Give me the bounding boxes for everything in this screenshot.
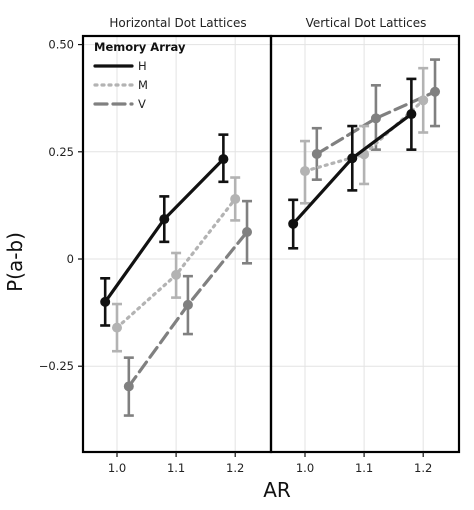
data-point-h <box>347 153 358 164</box>
series-line-v <box>315 90 437 156</box>
panel-frame <box>269 34 461 454</box>
data-point-h <box>406 109 417 120</box>
legend: Memory Array HMV <box>93 40 186 111</box>
panel-title-horizontal: Horizontal Dot Lattices <box>109 16 246 30</box>
panel-title-vertical: Vertical Dot Lattices <box>306 16 427 30</box>
data-point-m <box>112 322 122 333</box>
panel-frames <box>81 34 461 454</box>
legend-label-v: V <box>138 97 146 111</box>
legend-entries: HMV <box>93 59 148 111</box>
data-point-m <box>300 166 310 177</box>
data-point-v <box>430 86 441 97</box>
data-point-h <box>218 154 229 165</box>
data-point-m <box>418 95 429 106</box>
x-tick-label: 1.0 <box>108 461 126 475</box>
data-point-v <box>123 381 134 392</box>
y-tick-label: 0.25 <box>48 145 74 159</box>
data-point-v <box>242 226 253 237</box>
x-tick-label: 1.0 <box>296 461 314 475</box>
gridlines <box>83 36 459 452</box>
x-axis-title: AR <box>263 478 291 502</box>
x-tick-label: 1.2 <box>414 461 432 475</box>
data-point-v <box>370 113 381 124</box>
series-layer <box>100 58 441 417</box>
legend-title: Memory Array <box>94 40 186 54</box>
data-point-h <box>100 296 111 307</box>
data-point-m <box>171 269 182 280</box>
legend-label-h: H <box>138 59 147 73</box>
data-point-v <box>311 148 322 159</box>
data-point-v <box>182 299 193 310</box>
tick-labels: 1.0 1.1 1.2 1.0 1.1 1.2 0.50 0.25 0 −0.25 <box>39 38 433 475</box>
panel-frame <box>81 34 273 454</box>
x-tick-label: 1.1 <box>167 461 185 475</box>
y-tick-label: −0.25 <box>39 359 74 373</box>
x-tick-label: 1.2 <box>226 461 244 475</box>
x-tick-label: 1.1 <box>355 461 373 475</box>
y-tick-label: 0 <box>67 252 74 266</box>
data-point-h <box>159 214 170 225</box>
data-point-h <box>288 218 299 229</box>
y-tick-label: 0.50 <box>48 38 74 52</box>
y-axis-title: P(a-b) <box>3 232 27 292</box>
data-point-m <box>230 193 241 204</box>
legend-label-m: M <box>138 78 148 92</box>
